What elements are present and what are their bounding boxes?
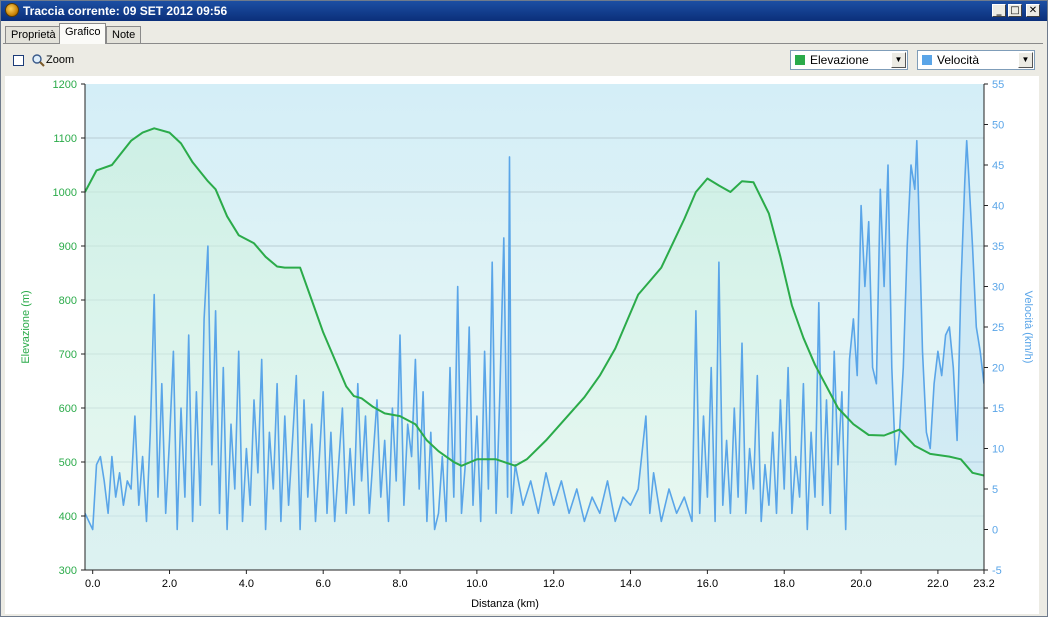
y-left-tick-label: 500 <box>59 457 77 469</box>
y-right-tick-label: 30 <box>992 282 1004 294</box>
x-tick-label: 20.0 <box>850 578 871 590</box>
tab-grafico[interactable]: Grafico <box>59 23 107 44</box>
x-axis-label: Distanza (km) <box>471 598 539 610</box>
zoom-label: Zoom <box>46 54 75 66</box>
y-right-tick-label: -5 <box>992 565 1002 577</box>
tab-proprieta[interactable]: Proprietà <box>5 26 62 43</box>
y-right-tick-label: 20 <box>992 363 1004 375</box>
chart-canvas[interactable]: 1200110010009008007006005004003005550454… <box>5 76 1039 614</box>
y-axis-left-label: Elevazione (m) <box>20 290 32 363</box>
maximize-icon[interactable]: □ <box>1008 4 1022 17</box>
magnifier-icon <box>32 54 45 67</box>
x-tick-label: 18.0 <box>774 578 795 590</box>
series2-swatch <box>922 55 932 65</box>
app-logo-icon <box>5 3 19 17</box>
y-right-tick-label: 5 <box>992 484 998 496</box>
elevation-series-line <box>85 127 984 477</box>
y-right-tick-label: 50 <box>992 120 1004 132</box>
x-tick-label: 22.0 <box>927 578 948 590</box>
y-axis-right-label: Velocità (km/h) <box>1022 291 1034 364</box>
y-right-tick-label: 10 <box>992 444 1004 456</box>
y-right-tick-label: 55 <box>992 79 1004 91</box>
y-left-tick-label: 600 <box>59 403 77 415</box>
y-left-tick-label: 1200 <box>53 79 77 91</box>
chevron-down-icon[interactable]: ▼ <box>1018 52 1033 68</box>
x-tick-label: 23.2 <box>973 578 994 590</box>
title-bar[interactable]: Traccia corrente: 09 SET 2012 09:56 _ □ … <box>1 1 1047 21</box>
chart-panel: Zoom Elevazione ▼ Velocità ▼ <box>3 43 1043 614</box>
x-tick-label: 4.0 <box>239 578 254 590</box>
y-right-tick-label: 25 <box>992 322 1004 334</box>
series1-swatch <box>795 55 805 65</box>
close-icon[interactable]: ✕ <box>1026 4 1040 17</box>
series2-select[interactable]: Velocità ▼ <box>917 50 1035 70</box>
window-title: Traccia corrente: 09 SET 2012 09:56 <box>23 4 228 18</box>
y-left-tick-label: 700 <box>59 349 77 361</box>
x-tick-label: 0.0 <box>85 578 100 590</box>
x-tick-label: 10.0 <box>466 578 487 590</box>
series2-select-value: Velocità <box>937 53 980 67</box>
y-left-tick-label: 900 <box>59 241 77 253</box>
y-left-tick-label: 800 <box>59 295 77 307</box>
series1-select-value: Elevazione <box>810 53 869 67</box>
tab-note[interactable]: Note <box>106 26 142 43</box>
chevron-down-icon[interactable]: ▼ <box>891 52 906 68</box>
y-left-tick-label: 400 <box>59 511 77 523</box>
y-left-tick-label: 300 <box>59 565 77 577</box>
y-right-tick-label: 35 <box>992 241 1004 253</box>
x-tick-label: 6.0 <box>316 578 331 590</box>
x-tick-label: 12.0 <box>543 578 564 590</box>
series1-select[interactable]: Elevazione ▼ <box>790 50 908 70</box>
y-right-tick-label: 45 <box>992 160 1004 172</box>
speed-series-line <box>85 139 984 531</box>
y-right-tick-label: 40 <box>992 201 1004 213</box>
zoom-checkbox[interactable] <box>13 55 24 66</box>
minimize-icon[interactable]: _ <box>992 4 1006 17</box>
y-left-tick-label: 1100 <box>53 133 77 145</box>
x-tick-label: 8.0 <box>392 578 407 590</box>
x-tick-label: 2.0 <box>162 578 177 590</box>
x-tick-label: 16.0 <box>697 578 718 590</box>
elevation-speed-chart[interactable]: 1200 1100 1000 900 800 700 600 500 400 300 55 50 45 4… <box>5 76 1039 614</box>
y-right-tick-label: 15 <box>992 403 1004 415</box>
y-right-tick-label: 0 <box>992 525 998 537</box>
y-left-tick-label: 1000 <box>53 187 77 199</box>
x-tick-label: 14.0 <box>620 578 641 590</box>
